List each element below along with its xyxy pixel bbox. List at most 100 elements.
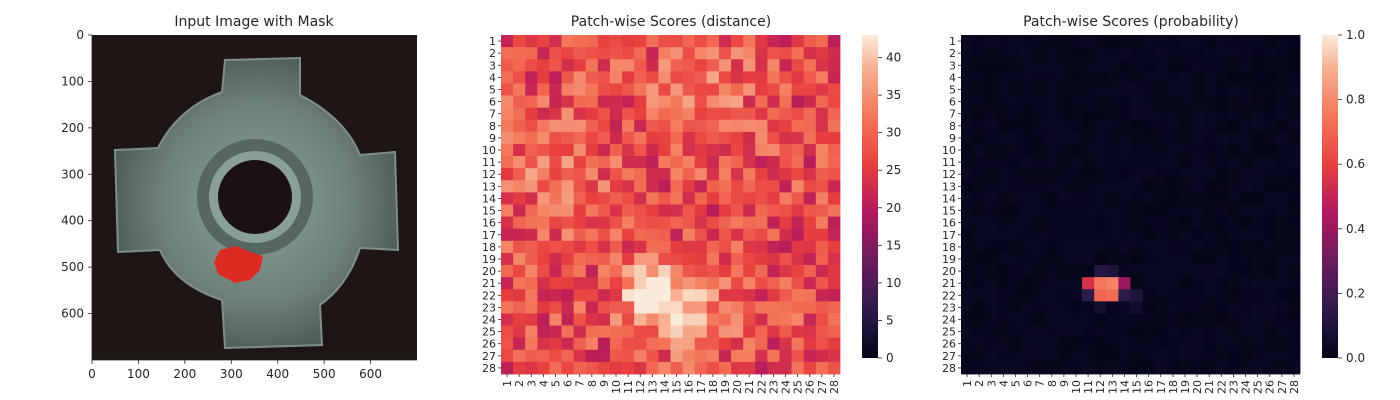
probability-y-tick-label: 21 [942, 277, 956, 290]
probability-cell [1069, 301, 1083, 314]
distance-cell [791, 83, 805, 96]
distance-cell [803, 337, 817, 351]
probability-x-tick-label: 14 [1118, 380, 1131, 394]
distance-cell [731, 325, 744, 339]
probability-cell [1033, 47, 1047, 60]
distance-cell [537, 216, 550, 230]
distance-cell [779, 277, 792, 290]
probability-cell [1154, 216, 1168, 230]
probability-x-tick-label: 20 [1191, 380, 1204, 394]
distance-cell [755, 313, 768, 326]
probability-cell [1227, 71, 1240, 84]
probability-cell [1263, 107, 1277, 121]
probability-cell [997, 216, 1010, 230]
probability-cell [1033, 95, 1047, 109]
distance-cell [658, 180, 671, 193]
distance-cell [513, 349, 526, 363]
distance-cell [646, 325, 659, 339]
probability-cell [1094, 131, 1107, 145]
distance-y-ticks: 1234567891011121314151617181920212223242… [482, 35, 501, 375]
distance-cell [803, 277, 817, 290]
probability-cell [1106, 131, 1119, 145]
probability-y-tick-label: 5 [949, 83, 956, 96]
probability-cell [1203, 180, 1216, 193]
probability-cell [1287, 107, 1301, 121]
distance-cell [549, 107, 562, 121]
probability-cell [1227, 204, 1240, 218]
distance-cell [815, 168, 829, 181]
distance-cell [634, 47, 647, 60]
probability-cell [1142, 252, 1156, 266]
probability-cell [1033, 35, 1047, 48]
probability-cell [1203, 265, 1216, 278]
probability-cell [1227, 83, 1240, 96]
probability-cell [1057, 107, 1071, 121]
probability-cell [1191, 265, 1204, 278]
distance-colorbar-tick-label: 25 [886, 163, 901, 177]
probability-cell [997, 265, 1010, 278]
distance-cell [609, 337, 623, 351]
probability-cell [1178, 71, 1192, 84]
probability-cell [1215, 143, 1228, 157]
distance-cell [791, 71, 805, 84]
probability-y-tick-label: 24 [942, 314, 956, 327]
distance-cell [573, 337, 587, 351]
probability-cell [1215, 216, 1228, 230]
probability-cell [1275, 156, 1289, 169]
distance-cell [779, 289, 792, 302]
image-x-tick-label: 300 [220, 367, 243, 381]
distance-cell [537, 349, 550, 363]
distance-cell [803, 313, 817, 326]
distance-cell [537, 95, 550, 109]
probability-cell [997, 143, 1010, 157]
distance-cell [718, 107, 732, 121]
probability-cell [1166, 35, 1180, 48]
probability-cell [1094, 35, 1107, 48]
probability-y-tick-label: 23 [942, 301, 956, 314]
probability-cell [1009, 59, 1022, 72]
probability-y-tick-label: 22 [942, 289, 956, 302]
distance-cell [585, 35, 599, 48]
probability-y-tick-label: 27 [942, 350, 956, 363]
probability-cell [1191, 143, 1204, 157]
probability-cell [1251, 301, 1265, 314]
distance-cell [755, 59, 768, 72]
distance-cell [682, 119, 696, 133]
probability-cell [1191, 83, 1204, 96]
distance-cell [501, 361, 514, 375]
probability-cell [1166, 277, 1180, 290]
probability-cell [1082, 240, 1095, 254]
probability-cell [1118, 301, 1131, 314]
probability-cell [1263, 325, 1277, 339]
distance-cell [525, 228, 538, 242]
probability-cell [985, 95, 998, 109]
probability-cell [973, 337, 986, 351]
distance-cell [634, 265, 647, 278]
distance-cell [585, 59, 599, 72]
distance-cell [585, 168, 599, 181]
distance-cell [634, 325, 647, 339]
probability-cell [1130, 83, 1144, 96]
probability-cell [1275, 131, 1289, 145]
probability-cell [1021, 95, 1035, 109]
probability-y-tick-label: 4 [949, 71, 956, 84]
probability-cell [1106, 289, 1119, 302]
distance-cell [731, 204, 744, 218]
distance-cell [791, 216, 805, 230]
distance-cell [573, 192, 587, 205]
distance-cell [731, 192, 744, 205]
distance-cell [682, 107, 696, 121]
probability-cell [1130, 240, 1144, 254]
probability-cell [973, 240, 986, 254]
distance-cell [609, 143, 623, 157]
distance-cell [815, 289, 829, 302]
distance-y-tick-label: 8 [489, 120, 496, 133]
probability-y-tick-label: 1 [949, 35, 956, 48]
probability-cell [1106, 301, 1119, 314]
probability-cell [1154, 240, 1168, 254]
probability-cell [985, 83, 998, 96]
distance-cell [815, 325, 829, 339]
distance-cell [694, 156, 708, 169]
distance-cell [694, 289, 708, 302]
probability-cell [985, 168, 998, 181]
